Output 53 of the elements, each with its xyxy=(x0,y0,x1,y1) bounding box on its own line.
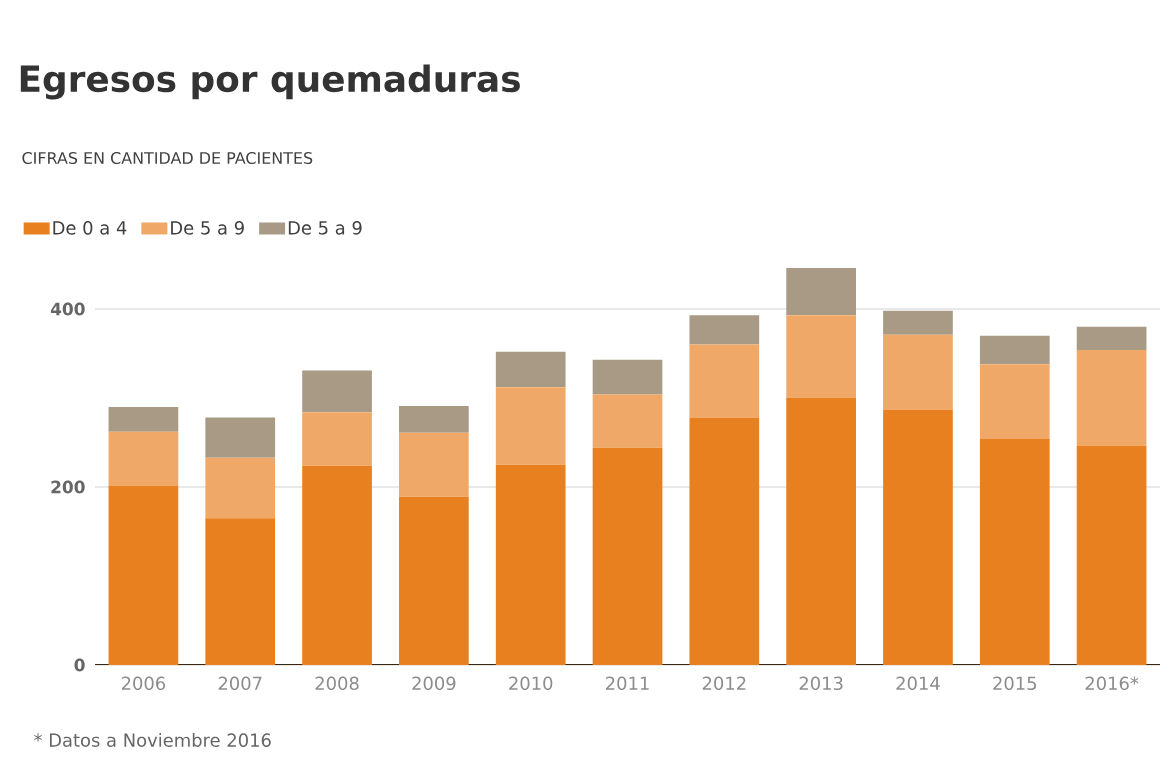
x-tick-label: 2007 xyxy=(218,676,262,691)
bar xyxy=(108,406,179,432)
bar xyxy=(979,438,1050,665)
bar xyxy=(399,496,469,665)
bar xyxy=(495,464,566,665)
bar xyxy=(205,457,276,519)
x-tick-label: 2013 xyxy=(799,676,843,691)
bar xyxy=(108,431,179,487)
x-tick-label: 2011 xyxy=(606,676,649,691)
bar xyxy=(689,417,760,665)
bar xyxy=(1076,326,1147,350)
bar xyxy=(883,409,953,665)
x-tick-label: 2015 xyxy=(993,676,1037,691)
y-tick-label: 0 xyxy=(74,658,85,672)
x-tick-label: 2008 xyxy=(315,676,359,691)
bar xyxy=(592,447,663,665)
x-tick-label: 2009 xyxy=(412,676,456,691)
bar xyxy=(108,486,179,665)
bar xyxy=(399,406,469,433)
bar xyxy=(689,344,760,418)
bar xyxy=(883,310,953,335)
bar xyxy=(1076,349,1147,447)
bar xyxy=(399,432,469,497)
bar xyxy=(689,315,760,345)
bar xyxy=(495,387,566,465)
bar xyxy=(1076,446,1147,665)
bar xyxy=(302,465,372,665)
y-tick-label: 400 xyxy=(50,302,85,316)
bar xyxy=(205,417,276,458)
x-tick-label: 2006 xyxy=(121,676,166,691)
x-tick-label: 2014 xyxy=(896,676,940,691)
chart-subtitle: CIFRAS EN CANTIDAD DE PACIENTES xyxy=(22,151,313,165)
bar xyxy=(495,351,566,388)
bar xyxy=(302,370,372,413)
bar xyxy=(786,398,856,665)
bar xyxy=(979,335,1050,365)
bar xyxy=(883,334,953,410)
x-tick-label: 2010 xyxy=(509,676,553,691)
legend-label: De 5 a 9 xyxy=(171,221,244,235)
bar xyxy=(302,412,372,466)
bar xyxy=(592,394,663,448)
legend-label: De 5 a 9 xyxy=(288,221,362,235)
legend-label: De 0 a 4 xyxy=(53,221,127,235)
bar xyxy=(205,518,276,665)
x-tick-label: 2012 xyxy=(702,676,746,691)
x-tick-label: 2016* xyxy=(1085,676,1139,691)
chart-title: Egresos por quemaduras xyxy=(20,64,520,100)
bar xyxy=(786,315,856,398)
y-tick-label: 200 xyxy=(51,480,85,494)
bar xyxy=(592,359,663,395)
text: * Datos a Noviembre 2016 xyxy=(34,733,271,747)
bar xyxy=(979,364,1050,439)
bar xyxy=(786,268,856,316)
